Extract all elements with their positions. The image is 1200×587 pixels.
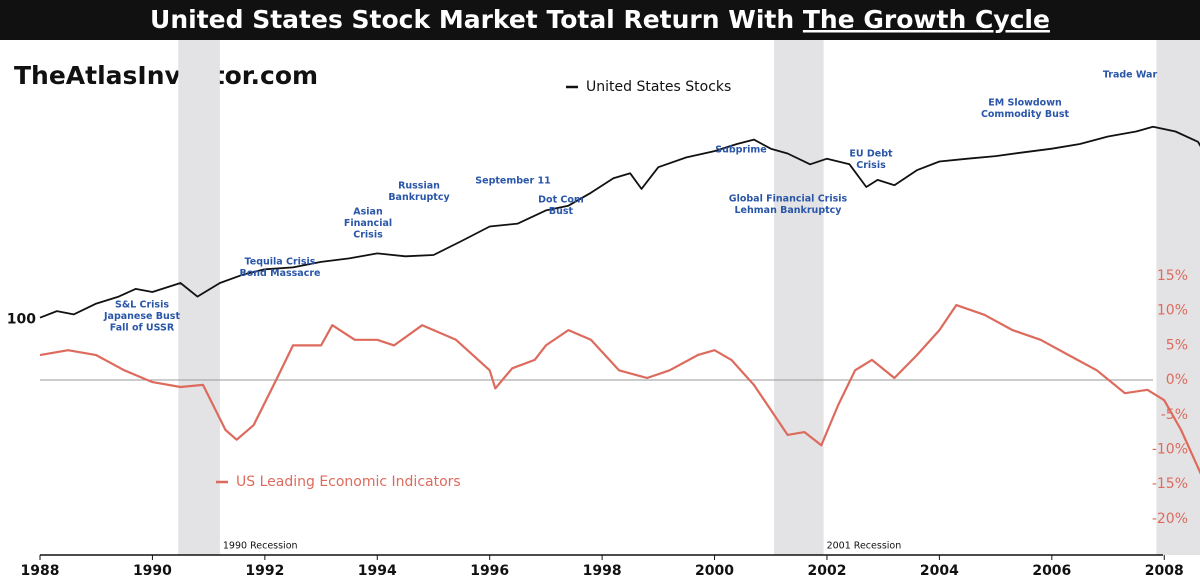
title-emphasis: The Growth Cycle — [803, 5, 1050, 34]
y2-tick-label: 5% — [1166, 337, 1188, 353]
brand: TheAtlasInvestor.com — [14, 61, 318, 90]
plot-layer: -20%-15%-10%-5%0%5%10%15%1002,331United … — [7, 70, 1200, 527]
annotation: Russian — [398, 181, 440, 192]
series-line — [39, 304, 1200, 475]
x-tick-label: 1996 — [470, 563, 509, 579]
x-tick-label: 2000 — [695, 563, 734, 579]
y2-tick-label: 15% — [1157, 268, 1188, 284]
annotation: S&L Crisis — [115, 300, 169, 311]
annotation: Bankruptcy — [388, 192, 450, 203]
recession-band — [774, 40, 824, 555]
y2-tick-label: 0% — [1166, 372, 1188, 388]
recession-label: 1990 Recession — [223, 541, 298, 552]
x-tick-label: 1998 — [583, 563, 622, 579]
annotation: Crisis — [353, 230, 383, 241]
annotation: Fall of USSR — [110, 323, 175, 334]
annotation: Japanese Bust — [103, 311, 180, 322]
annotation: Bust — [549, 206, 574, 217]
annotation: September 11 — [475, 176, 550, 187]
annotation: EM Slowdown — [988, 98, 1062, 109]
title-bar — [0, 0, 1200, 40]
y2-tick-label: -15% — [1152, 476, 1188, 492]
recession-band — [1156, 40, 1200, 555]
annotation: Global Financial Crisis — [729, 194, 848, 205]
x-tick-label: 2002 — [807, 563, 846, 579]
value-label: 100 — [7, 312, 36, 328]
annotation: Trade War — [1103, 70, 1158, 81]
annotation: Commodity Bust — [981, 109, 1070, 120]
x-tick-label: 2008 — [1145, 563, 1184, 579]
chart-title: United States Stock Market Total Return … — [150, 5, 1050, 34]
x-tick-label: 2004 — [920, 563, 959, 579]
annotation: Asian — [353, 207, 383, 218]
y2-tick-label: 10% — [1157, 303, 1188, 319]
x-tick-label: 2006 — [1032, 563, 1071, 579]
annotation: Dot Com — [538, 195, 584, 206]
annotation: Subprime — [715, 145, 767, 156]
x-tick-label: 1990 — [133, 563, 172, 579]
x-tick-label: 1994 — [358, 563, 397, 579]
legend-label: United States Stocks — [586, 79, 731, 95]
legend-label: US Leading Economic Indicators — [236, 474, 461, 490]
y2-tick-label: -20% — [1152, 511, 1188, 527]
annotation: Bond Massacre — [240, 268, 321, 279]
x-tick-label: 1988 — [21, 563, 60, 579]
series-line — [39, 125, 1200, 319]
title-text: United States Stock Market Total Return … — [150, 5, 794, 34]
annotation: Tequila Crisis — [245, 257, 316, 268]
y2-tick-label: -10% — [1152, 441, 1188, 457]
recession-label: 2001 Recession — [827, 541, 902, 552]
annotation: EU Debt — [849, 149, 893, 160]
y2-tick-label: -5% — [1161, 407, 1188, 423]
annotation: Financial — [344, 218, 392, 229]
x-tick-label: 1992 — [245, 563, 284, 579]
annotation: Crisis — [856, 160, 886, 171]
annotation: Lehman Bankruptcy — [735, 205, 843, 216]
recession-band — [178, 40, 220, 555]
